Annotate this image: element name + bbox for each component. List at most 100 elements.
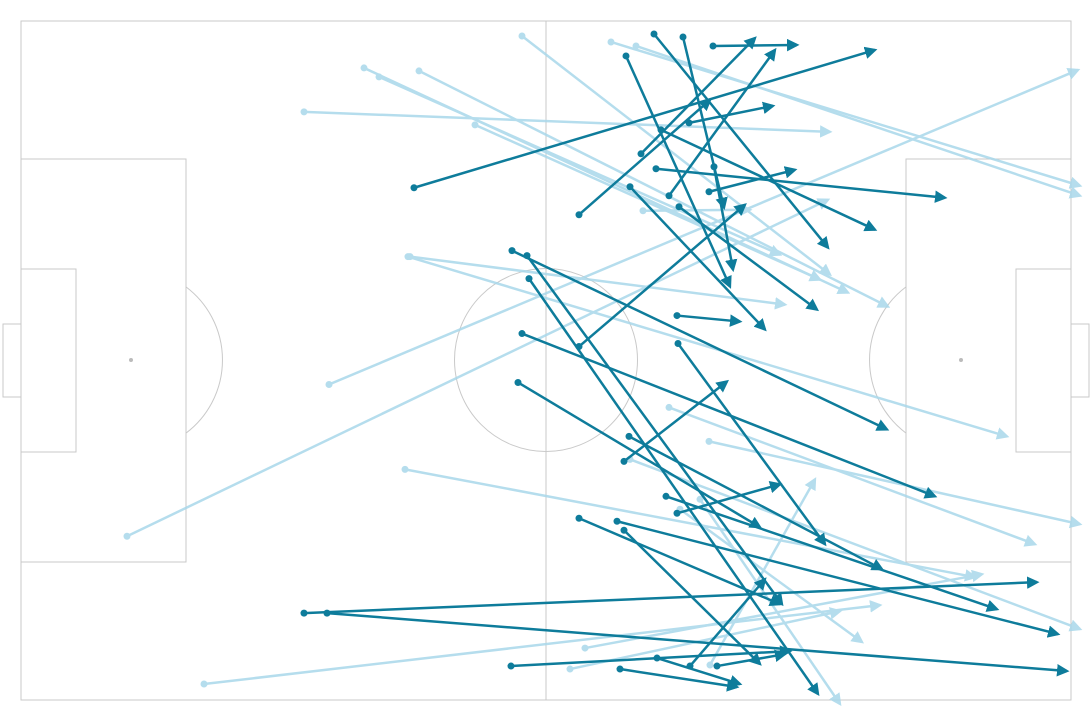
pass-start	[518, 330, 526, 338]
pass-start	[323, 609, 331, 617]
pass-start	[653, 654, 661, 662]
pass-start	[710, 163, 718, 171]
pass-arrow	[510, 645, 793, 668]
pass-start	[375, 73, 383, 81]
pass-start	[566, 665, 574, 673]
pass-arrow	[688, 101, 776, 125]
pass-arrow	[678, 205, 820, 312]
pass-start	[613, 517, 621, 525]
pass-start	[620, 457, 628, 465]
penalty-box-right	[905, 158, 1072, 563]
pass-arrow	[511, 249, 890, 431]
pass-arrow	[679, 508, 865, 644]
pass-start	[616, 665, 624, 673]
pass-arrow	[676, 314, 743, 327]
pass-start	[639, 207, 647, 215]
pass-arrow	[676, 481, 783, 515]
penalty-arc-right	[869, 286, 907, 434]
goal-left	[2, 323, 22, 398]
pass-start	[514, 378, 522, 386]
pass-arrow	[521, 34, 832, 277]
pass-start	[607, 38, 615, 46]
pass-arrow	[708, 477, 817, 666]
pass-start	[360, 64, 368, 72]
pass-arrow	[578, 517, 783, 606]
pitch	[2, 20, 1090, 701]
pass-arrow	[716, 649, 788, 668]
pass-arrow	[409, 255, 788, 310]
pass-arrow	[378, 75, 783, 257]
pass-arrow	[418, 69, 891, 308]
penalty-spot-right	[959, 358, 963, 362]
pass-start	[123, 532, 131, 540]
pass-start	[626, 183, 634, 191]
pass-arrow	[689, 577, 767, 667]
six-yard-box-left	[20, 268, 77, 453]
pass-start	[575, 211, 583, 219]
pass-arrow	[653, 33, 830, 250]
pass-start	[674, 340, 682, 348]
pass-arrow	[413, 46, 878, 189]
pass-arrow	[708, 166, 798, 193]
pass-arrow	[656, 656, 743, 688]
pass-start	[705, 437, 713, 445]
pass-arrow	[676, 342, 827, 547]
pass-start	[713, 662, 721, 670]
pass-start	[406, 253, 414, 261]
pass-start	[673, 509, 681, 517]
pass-start	[415, 67, 423, 75]
pass-arrow	[668, 406, 1038, 547]
pass-start	[705, 188, 713, 196]
pass-start	[518, 32, 526, 40]
pass-start	[620, 526, 628, 534]
penalty-box-left	[20, 158, 187, 563]
pass-arrow	[517, 381, 763, 529]
pass-arrow	[629, 185, 767, 332]
pass-start	[709, 42, 717, 50]
pass-arrow	[326, 611, 1070, 677]
pass-start	[622, 52, 630, 60]
pass-start	[325, 380, 333, 388]
pass-start	[662, 492, 670, 500]
pass-start	[673, 312, 681, 320]
pass-start	[471, 121, 479, 129]
pass-arrow	[474, 123, 823, 282]
pass-start	[632, 42, 640, 50]
pass-arrow	[712, 166, 738, 273]
center-circle	[454, 268, 638, 452]
pass-arrow	[303, 576, 1040, 615]
pass-arrow	[525, 254, 784, 607]
pass-start	[410, 184, 418, 192]
pass-start	[675, 203, 683, 211]
pass-start	[525, 275, 533, 283]
pass-start	[696, 495, 704, 503]
pass-series	[300, 30, 1070, 697]
pass-arrow	[619, 667, 740, 692]
pass-arrow	[126, 198, 831, 538]
six-yard-box-right	[1015, 268, 1072, 453]
pass-arrow	[628, 435, 885, 571]
pass-arrow	[623, 379, 729, 463]
pass-arrow	[578, 203, 747, 348]
pass-start	[706, 661, 714, 669]
pass-start	[657, 126, 665, 134]
pass-start	[575, 343, 583, 351]
pass-arrow	[578, 98, 712, 216]
penalty-arc-left	[185, 286, 223, 434]
pass-arrow	[665, 495, 1000, 612]
pass-arrow	[407, 255, 1010, 440]
pass-start	[679, 33, 687, 41]
pass-start	[575, 514, 583, 522]
pass-arrow	[655, 167, 948, 203]
pass-start	[665, 403, 673, 411]
pass-start	[637, 150, 645, 158]
pass-start	[523, 252, 531, 260]
goal-right	[1070, 323, 1090, 398]
pass-start	[650, 30, 658, 38]
pass-arrow	[712, 38, 800, 52]
pass-start	[581, 644, 589, 652]
pass-start	[300, 108, 308, 116]
pass-start	[665, 192, 673, 200]
